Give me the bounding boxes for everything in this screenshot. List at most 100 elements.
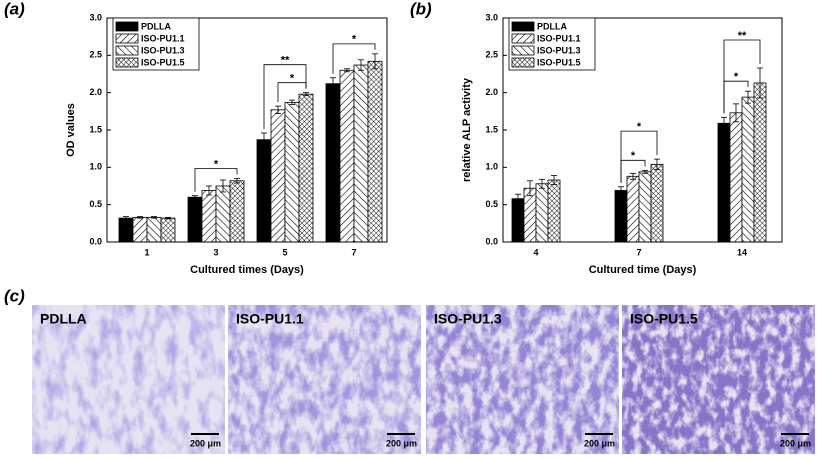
error-bar xyxy=(151,216,157,219)
x-tick-label: 3 xyxy=(213,247,218,257)
bar xyxy=(160,217,176,243)
legend-swatch xyxy=(511,45,535,56)
error-bar xyxy=(539,178,545,189)
micrograph: PDLLA 200 μm xyxy=(32,305,225,454)
bar xyxy=(650,163,664,243)
panel-label: (c) xyxy=(4,286,25,305)
error-bar xyxy=(757,67,763,99)
legend-swatch xyxy=(115,57,139,68)
scale-bar-label: 200 μm xyxy=(386,438,417,448)
y-tick-label: 1.0 xyxy=(485,162,498,172)
micrograph: ISO-PU1.5 200 μm xyxy=(622,305,815,454)
error-bar xyxy=(372,53,378,70)
y-tick-label: 0.5 xyxy=(485,199,498,209)
error-bar xyxy=(165,216,171,220)
image-texture xyxy=(228,305,421,454)
legend-label: ISO-PU1.1 xyxy=(141,33,185,43)
y-tick-label: 2.0 xyxy=(485,87,498,97)
x-tick-label: 14 xyxy=(737,247,747,257)
image-texture xyxy=(622,305,815,454)
legend-swatch xyxy=(115,21,139,32)
image-label: PDLLA xyxy=(40,311,87,327)
scale-bar-label: 200 μm xyxy=(190,438,221,448)
legend: PDLLA ISO-PU1.1 ISO-PU1.3 ISO-PU1.5 xyxy=(508,17,596,71)
y-tick-label: 1.5 xyxy=(89,124,102,134)
x-tick-label: 1 xyxy=(144,247,149,257)
panel-label: (a) xyxy=(4,0,25,18)
y-tick-label: 1.5 xyxy=(485,124,498,134)
x-tick-label: 7 xyxy=(351,247,356,257)
y-tick-label: 2.5 xyxy=(485,50,498,60)
error-bar xyxy=(206,185,212,196)
bar xyxy=(298,93,314,243)
x-axis-title: Cultured times (Days) xyxy=(190,264,304,276)
bar xyxy=(753,82,767,243)
legend-swatch xyxy=(115,33,139,44)
bar xyxy=(325,83,341,243)
error-bar xyxy=(358,59,364,71)
significance-bracket xyxy=(332,43,376,74)
scale-bar-label: 200 μm xyxy=(584,438,615,448)
significance-label: * xyxy=(734,71,739,83)
significance-label: * xyxy=(631,150,636,162)
error-bar xyxy=(654,158,660,170)
significance-bracket xyxy=(263,64,307,129)
significance-bracket xyxy=(620,130,658,183)
y-tick-label: 1.0 xyxy=(89,162,102,172)
error-bar xyxy=(289,99,295,106)
bar xyxy=(367,60,383,243)
image-label: ISO-PU1.5 xyxy=(630,311,698,327)
error-bar xyxy=(527,180,533,197)
x-axis-title: Cultured time (Days) xyxy=(589,264,697,276)
y-tick-label: 2.0 xyxy=(89,87,102,97)
bar xyxy=(118,217,134,243)
significance-label: * xyxy=(352,34,357,46)
error-bar xyxy=(642,169,648,174)
legend-label: PDLLA xyxy=(537,21,567,31)
significance-bracket xyxy=(723,39,761,114)
bar xyxy=(626,175,640,243)
legend-swatch xyxy=(115,45,139,56)
significance-bracket xyxy=(194,168,238,192)
error-bar xyxy=(123,216,129,221)
y-tick-label: 0.0 xyxy=(89,236,102,246)
legend-label: ISO-PU1.1 xyxy=(537,33,581,43)
error-bar xyxy=(733,103,739,123)
bar xyxy=(215,185,231,243)
significance-bracket xyxy=(277,82,307,103)
error-bar xyxy=(261,132,267,147)
y-axis-title: relative ALP activity xyxy=(461,77,473,182)
error-bar xyxy=(618,186,624,195)
y-tick-label: 3.0 xyxy=(485,12,498,22)
plot-frame xyxy=(502,17,783,243)
y-tick-label: 2.5 xyxy=(89,50,102,60)
image-texture xyxy=(32,305,225,454)
legend: PDLLA ISO-PU1.1 ISO-PU1.3 ISO-PU1.5 xyxy=(112,17,200,71)
error-bar xyxy=(721,116,727,130)
significance-label: ** xyxy=(281,55,290,67)
legend-label: ISO-PU1.5 xyxy=(141,57,185,67)
bar xyxy=(201,190,217,243)
error-bar xyxy=(344,68,350,73)
bar xyxy=(339,69,355,243)
bar xyxy=(256,139,272,243)
panel-label: (b) xyxy=(410,0,432,18)
bar xyxy=(547,179,561,243)
image-label: ISO-PU1.1 xyxy=(236,311,304,327)
bar xyxy=(535,183,549,243)
bar xyxy=(614,190,628,243)
bar xyxy=(523,187,537,243)
bar xyxy=(511,198,525,243)
legend-swatch xyxy=(511,33,535,44)
y-tick-label: 0.0 xyxy=(485,236,498,246)
error-bar xyxy=(234,178,240,184)
significance-label: * xyxy=(214,158,219,170)
y-tick-label: 3.0 xyxy=(89,12,102,22)
bar xyxy=(284,101,300,243)
error-bar xyxy=(630,172,636,180)
significance-label: * xyxy=(637,121,642,133)
micrograph: ISO-PU1.3 200 μm xyxy=(426,305,619,454)
bar xyxy=(741,96,755,243)
scale-bar-label: 200 μm xyxy=(780,438,811,448)
